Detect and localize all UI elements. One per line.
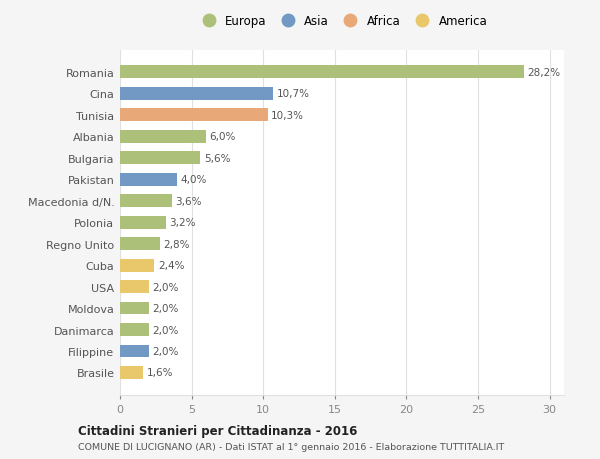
- Text: 10,3%: 10,3%: [271, 111, 304, 120]
- Bar: [120, 174, 177, 186]
- Text: 3,6%: 3,6%: [175, 196, 202, 206]
- Text: 28,2%: 28,2%: [527, 67, 560, 78]
- Text: 6,0%: 6,0%: [209, 132, 236, 142]
- Bar: [120, 323, 149, 336]
- Bar: [120, 195, 172, 207]
- Bar: [120, 109, 268, 122]
- Text: 2,0%: 2,0%: [152, 346, 179, 356]
- Text: 2,8%: 2,8%: [164, 239, 190, 249]
- Text: 2,4%: 2,4%: [158, 261, 184, 270]
- Text: COMUNE DI LUCIGNANO (AR) - Dati ISTAT al 1° gennaio 2016 - Elaborazione TUTTITAL: COMUNE DI LUCIGNANO (AR) - Dati ISTAT al…: [78, 442, 504, 451]
- Bar: [120, 216, 166, 229]
- Text: 2,0%: 2,0%: [152, 325, 179, 335]
- Text: 1,6%: 1,6%: [146, 368, 173, 378]
- Bar: [120, 366, 143, 379]
- Bar: [120, 88, 273, 101]
- Bar: [120, 345, 149, 358]
- Bar: [120, 280, 149, 293]
- Text: 2,0%: 2,0%: [152, 282, 179, 292]
- Bar: [120, 130, 206, 143]
- Text: Cittadini Stranieri per Cittadinanza - 2016: Cittadini Stranieri per Cittadinanza - 2…: [78, 424, 358, 437]
- Bar: [120, 302, 149, 315]
- Bar: [120, 259, 154, 272]
- Legend: Europa, Asia, Africa, America: Europa, Asia, Africa, America: [197, 15, 487, 28]
- Bar: [120, 152, 200, 165]
- Text: 3,2%: 3,2%: [169, 218, 196, 228]
- Bar: [120, 238, 160, 251]
- Text: 5,6%: 5,6%: [204, 153, 230, 163]
- Bar: [120, 66, 524, 79]
- Text: 10,7%: 10,7%: [277, 89, 310, 99]
- Text: 2,0%: 2,0%: [152, 303, 179, 313]
- Text: 4,0%: 4,0%: [181, 175, 207, 185]
